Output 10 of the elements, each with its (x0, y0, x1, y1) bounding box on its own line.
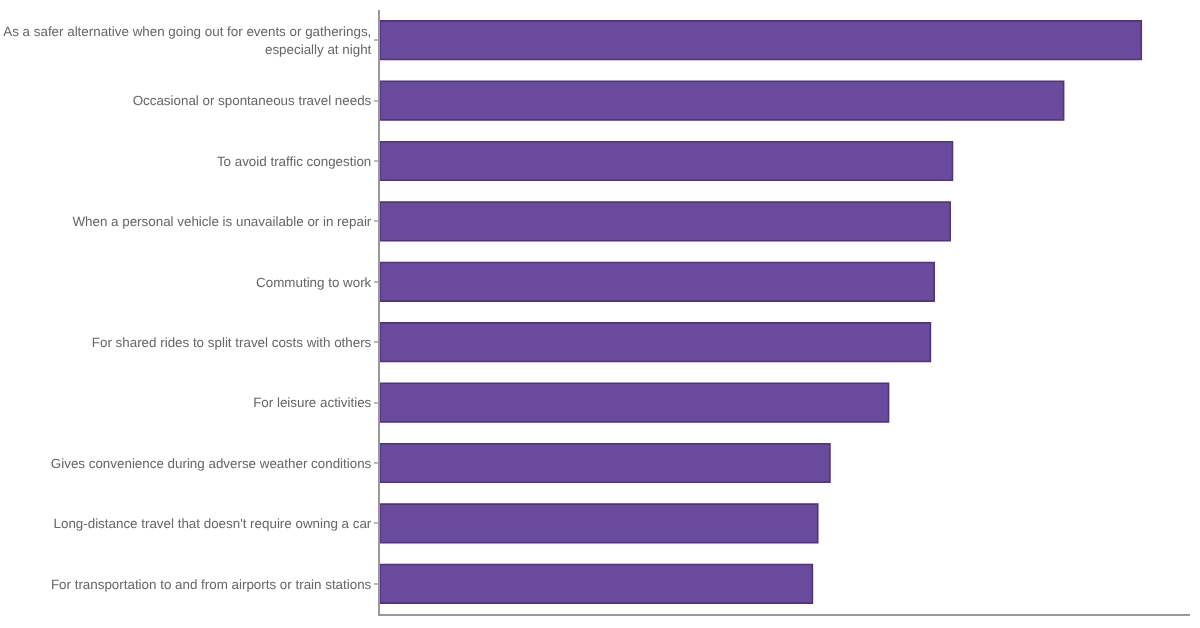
bar (380, 382, 890, 423)
bar (380, 80, 1065, 121)
bar (380, 140, 954, 182)
bar (380, 261, 936, 302)
bar (380, 201, 951, 242)
bar (380, 563, 814, 604)
bar (380, 322, 932, 363)
bar (380, 503, 819, 544)
bar (380, 442, 831, 484)
bar (380, 20, 1143, 61)
